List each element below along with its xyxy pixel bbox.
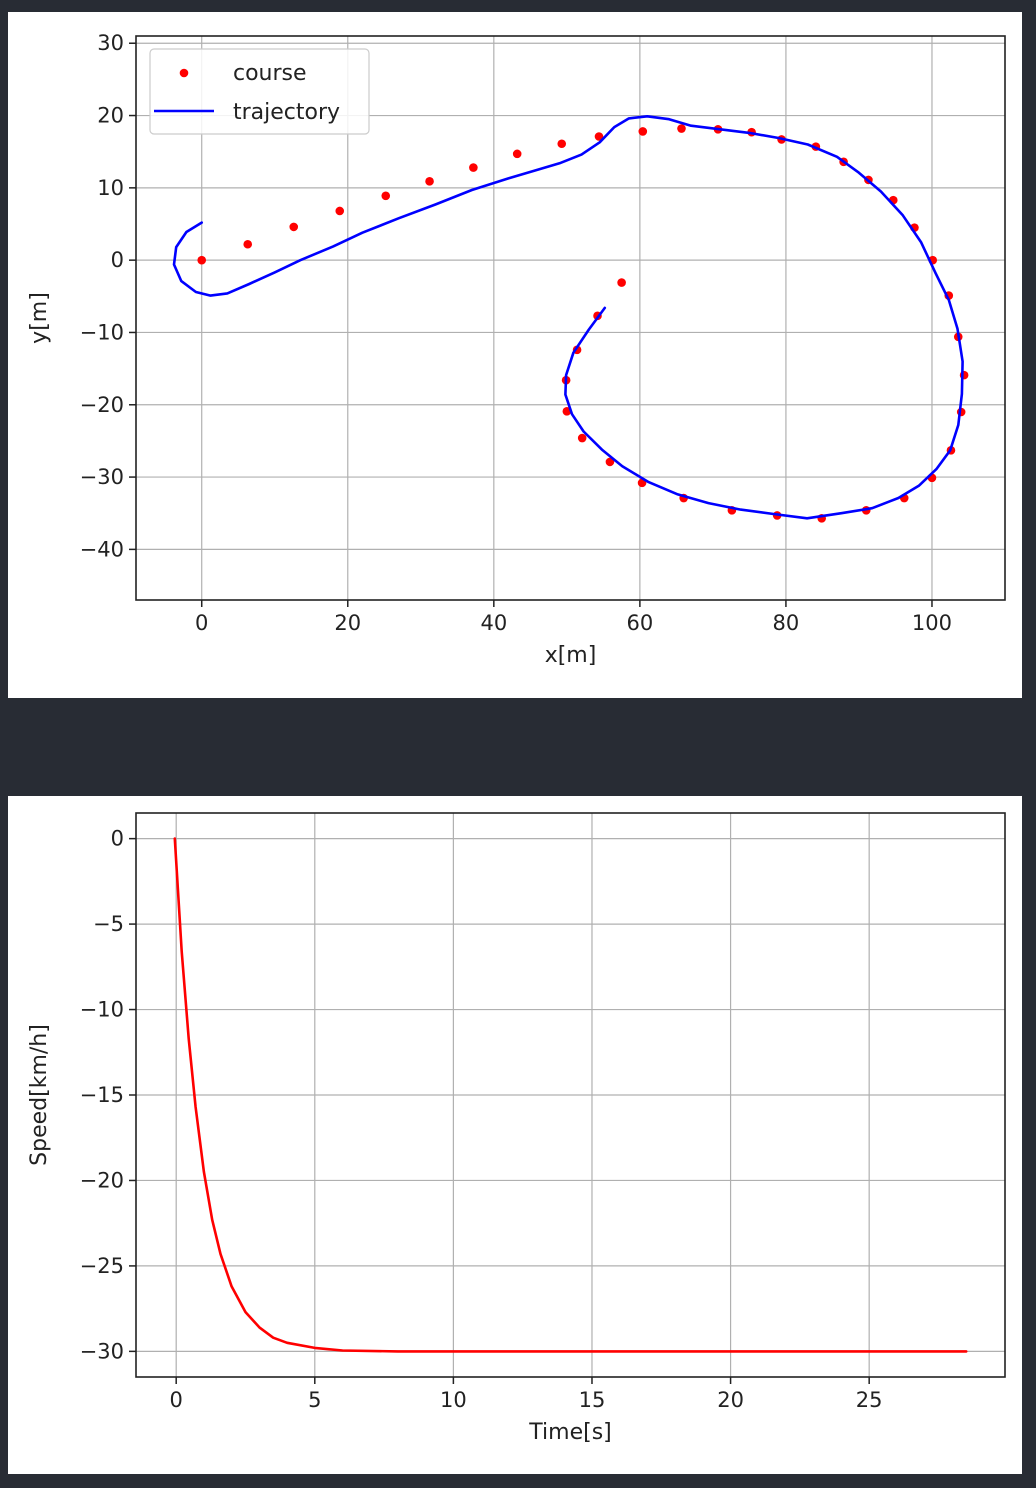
course-point — [243, 239, 253, 249]
y-tick-label: −25 — [80, 1254, 124, 1278]
y-tick-label: −10 — [80, 998, 124, 1022]
speed-chart: 0 5 10 15 20 25 0 −5 −10 −15 −20 −25 −30 Time[s] Speed… — [27, 812, 1006, 1445]
trajectory-chart-panel: 0 20 40 60 80 100 30 20 10 0 −10 −20 −30 −40 x[m] y[m] c… — [8, 12, 1022, 698]
course-point — [512, 149, 522, 159]
x-tick-label: 25 — [856, 1388, 883, 1412]
course-point — [557, 139, 567, 149]
course-point — [289, 222, 299, 232]
course-point — [425, 177, 434, 186]
trajectory-line — [172, 115, 964, 520]
course-point — [335, 206, 345, 216]
x-tick-label: 100 — [912, 611, 952, 635]
x-tick-label: 40 — [480, 611, 507, 635]
legend-course-label: course — [233, 61, 307, 86]
legend: course trajectory — [149, 48, 370, 135]
y-tick-label: −5 — [93, 912, 124, 936]
y-tick-label: −15 — [80, 1083, 124, 1107]
speed-chart-panel: 0 5 10 15 20 25 0 −5 −10 −15 −20 −25 −30 Time[s] Speed… — [8, 796, 1022, 1474]
x-tick-label: 60 — [627, 611, 654, 635]
trajectory-chart: 0 20 40 60 80 1003020100−10−20−30−40x[m]y[m]c… — [27, 31, 1006, 668]
y-tick-label: −30 — [80, 465, 124, 489]
x-tick-label: 10 — [440, 1388, 467, 1412]
course-point — [577, 433, 587, 443]
course-point — [677, 124, 686, 133]
y-tick-label: −20 — [80, 1168, 124, 1192]
course-point — [605, 457, 615, 467]
x-tick-label: 20 — [334, 611, 361, 635]
y-tick-label: −30 — [80, 1339, 124, 1363]
course-point — [469, 163, 478, 172]
course-point — [381, 191, 391, 201]
y-tick-label: −40 — [80, 537, 124, 561]
course-point — [197, 255, 207, 265]
x-axis-label: Time[s] — [528, 1420, 611, 1445]
x-axis-label: x[m] — [545, 643, 597, 668]
legend-box — [149, 48, 370, 135]
course-point — [617, 278, 626, 287]
y-tick-label: 0 — [111, 827, 124, 851]
legend-course-marker — [179, 68, 189, 78]
x-tick-label: 20 — [717, 1388, 744, 1412]
course-point — [638, 127, 648, 136]
course-point — [594, 132, 604, 141]
y-tick-label: 10 — [97, 176, 124, 200]
y-tick-label: 30 — [97, 31, 124, 55]
y-axis-label: y[m] — [27, 292, 52, 344]
plot-frame — [135, 35, 1006, 601]
legend-trajectory-label: trajectory — [233, 100, 340, 125]
x-tick-label: 0 — [170, 1388, 183, 1412]
y-axis-label: Speed[km/h] — [27, 1024, 52, 1166]
speed-line — [173, 837, 968, 1353]
x-tick-label: 15 — [579, 1388, 606, 1412]
x-tick-label: 0 — [195, 611, 208, 635]
plot-frame — [135, 812, 1006, 1378]
y-tick-label: 20 — [97, 104, 124, 128]
y-tick-label: −10 — [80, 320, 124, 344]
y-tick-label: 0 — [111, 248, 124, 272]
x-tick-label: 5 — [308, 1388, 321, 1412]
x-tick-label: 80 — [773, 611, 800, 635]
y-tick-label: −20 — [80, 393, 124, 417]
